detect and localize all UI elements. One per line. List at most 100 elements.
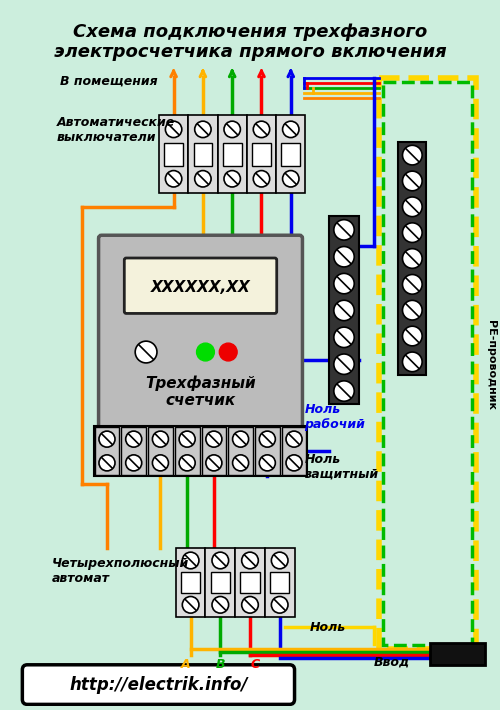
Circle shape (224, 121, 240, 138)
FancyBboxPatch shape (124, 258, 276, 313)
Circle shape (334, 327, 354, 347)
Text: Автоматические
выключатели: Автоматические выключатели (57, 116, 175, 144)
Circle shape (232, 431, 248, 447)
Text: C: C (250, 658, 260, 671)
Text: Ноль
защитный: Ноль защитный (304, 453, 378, 481)
Circle shape (402, 300, 422, 320)
FancyBboxPatch shape (202, 427, 226, 475)
Text: Ввод: Ввод (374, 655, 410, 668)
FancyBboxPatch shape (148, 427, 173, 475)
Circle shape (220, 343, 237, 361)
Text: A: A (181, 658, 190, 671)
Circle shape (99, 455, 115, 471)
Circle shape (179, 431, 195, 447)
Circle shape (152, 455, 168, 471)
FancyBboxPatch shape (206, 548, 235, 617)
Circle shape (212, 552, 228, 569)
Circle shape (402, 326, 422, 346)
Circle shape (206, 431, 222, 447)
FancyBboxPatch shape (188, 116, 218, 192)
FancyBboxPatch shape (94, 427, 120, 475)
Text: Четырехполюсный
автомат: Четырехполюсный автомат (52, 557, 190, 585)
FancyBboxPatch shape (223, 143, 242, 165)
Text: Трехфазный
счетчик: Трехфазный счетчик (145, 375, 256, 408)
Circle shape (179, 455, 195, 471)
Circle shape (282, 121, 299, 138)
Circle shape (152, 431, 168, 447)
Text: http://electrik.info/: http://electrik.info/ (69, 676, 248, 694)
FancyBboxPatch shape (94, 426, 308, 476)
Circle shape (182, 552, 199, 569)
Circle shape (99, 431, 115, 447)
Circle shape (194, 170, 211, 187)
Circle shape (126, 431, 142, 447)
FancyBboxPatch shape (252, 143, 271, 165)
Text: РЕ-проводник: РЕ-проводник (486, 320, 496, 410)
FancyBboxPatch shape (176, 548, 206, 617)
Circle shape (254, 170, 270, 187)
FancyBboxPatch shape (255, 427, 280, 475)
Circle shape (272, 596, 288, 613)
Circle shape (232, 455, 248, 471)
FancyBboxPatch shape (282, 143, 300, 165)
Circle shape (402, 171, 422, 191)
Circle shape (286, 455, 302, 471)
FancyBboxPatch shape (276, 116, 306, 192)
Circle shape (334, 300, 354, 321)
FancyBboxPatch shape (122, 427, 146, 475)
FancyBboxPatch shape (98, 235, 302, 430)
FancyBboxPatch shape (398, 142, 426, 375)
FancyBboxPatch shape (164, 143, 183, 165)
Circle shape (242, 596, 258, 613)
Circle shape (402, 275, 422, 294)
Circle shape (402, 197, 422, 217)
FancyBboxPatch shape (265, 548, 294, 617)
Circle shape (286, 431, 302, 447)
Circle shape (135, 341, 157, 363)
Circle shape (334, 354, 354, 374)
Circle shape (402, 146, 422, 165)
FancyBboxPatch shape (22, 665, 294, 704)
Circle shape (402, 223, 422, 243)
Circle shape (334, 273, 354, 294)
Circle shape (334, 381, 354, 401)
Circle shape (182, 596, 199, 613)
Text: B: B (216, 658, 225, 671)
FancyBboxPatch shape (175, 427, 200, 475)
Text: XXXXXX,XX: XXXXXX,XX (150, 280, 250, 295)
Circle shape (224, 170, 240, 187)
Circle shape (402, 248, 422, 268)
Circle shape (260, 455, 276, 471)
Circle shape (334, 246, 354, 267)
Circle shape (242, 552, 258, 569)
Circle shape (334, 219, 354, 240)
Circle shape (402, 352, 422, 372)
FancyBboxPatch shape (270, 572, 289, 593)
FancyBboxPatch shape (181, 572, 200, 593)
Circle shape (126, 455, 142, 471)
Text: В помещения: В помещения (60, 75, 158, 87)
Circle shape (212, 596, 228, 613)
Bar (382, 82, 472, 645)
Circle shape (166, 170, 182, 187)
FancyBboxPatch shape (159, 116, 188, 192)
Bar (378, 78, 476, 649)
Text: Ноль: Ноль (310, 621, 346, 634)
Circle shape (196, 343, 214, 361)
FancyBboxPatch shape (194, 143, 212, 165)
Circle shape (206, 455, 222, 471)
Text: Схема подключения трехфазного: Схема подключения трехфазного (73, 23, 427, 41)
FancyBboxPatch shape (218, 116, 247, 192)
Circle shape (254, 121, 270, 138)
Circle shape (194, 121, 211, 138)
FancyBboxPatch shape (240, 572, 260, 593)
Circle shape (282, 170, 299, 187)
Text: Ноль
рабочий: Ноль рабочий (304, 403, 366, 432)
FancyBboxPatch shape (235, 548, 265, 617)
FancyBboxPatch shape (430, 643, 484, 665)
Text: электросчетчика прямого включения: электросчетчика прямого включения (54, 43, 446, 61)
Circle shape (272, 552, 288, 569)
FancyBboxPatch shape (247, 116, 276, 192)
FancyBboxPatch shape (228, 427, 253, 475)
FancyBboxPatch shape (282, 427, 306, 475)
